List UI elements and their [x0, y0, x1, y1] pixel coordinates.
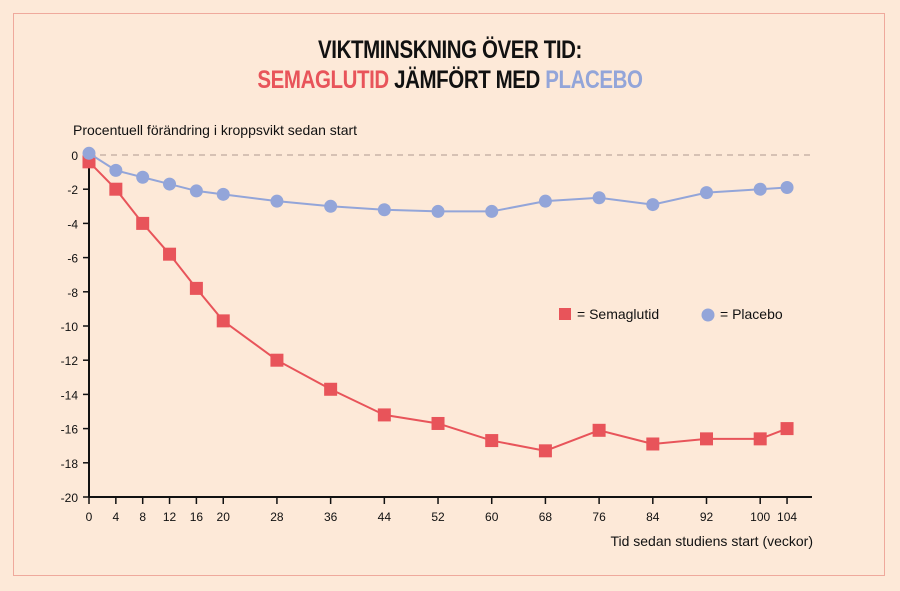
- legend: = Semaglutid = Placebo: [559, 306, 783, 322]
- x-tick-label: 100: [750, 510, 770, 524]
- semaglutid-point: [189, 281, 203, 295]
- y-tick-label: -6: [67, 252, 78, 266]
- placebo-point: [270, 194, 284, 208]
- x-tick-label: 8: [139, 510, 146, 524]
- legend-placebo-label: = Placebo: [720, 306, 783, 322]
- y-axis-label: Procentuell förändring i kroppsvikt seda…: [73, 122, 357, 138]
- semaglutid-point: [780, 422, 794, 436]
- y-tick-label: -16: [61, 423, 79, 437]
- x-tick-label: 68: [539, 510, 553, 524]
- x-tick-label: 28: [270, 510, 284, 524]
- placebo-point: [592, 191, 606, 205]
- placebo-point: [538, 194, 552, 208]
- x-tick-label: 52: [431, 510, 445, 524]
- x-tick-label: 76: [592, 510, 606, 524]
- y-tick-label: -2: [67, 183, 78, 197]
- semaglutid-point: [485, 434, 499, 448]
- placebo-point: [216, 187, 230, 201]
- placebo-point: [189, 184, 203, 198]
- semaglutid-point: [753, 432, 767, 446]
- chart-title-line2: SEMAGLUTID JÄMFÖRT MED PLACEBO: [81, 66, 819, 95]
- x-tick-label: 60: [485, 510, 499, 524]
- placebo-point: [646, 198, 660, 212]
- x-tick-label: 4: [113, 510, 120, 524]
- semaglutid-point: [377, 408, 391, 422]
- semaglutid-point: [109, 182, 123, 196]
- legend-placebo-marker: [701, 308, 715, 322]
- placebo-point: [485, 204, 499, 218]
- semaglutid-point: [216, 314, 230, 328]
- placebo-point: [82, 146, 96, 160]
- semaglutid-point: [136, 216, 150, 230]
- semaglutid-point: [270, 353, 284, 367]
- placebo-point: [780, 180, 794, 194]
- legend-semaglutid-label: = Semaglutid: [577, 306, 659, 322]
- x-tick-label: 16: [190, 510, 204, 524]
- x-axis-label: Tid sedan studiens start (veckor): [610, 533, 813, 549]
- placebo-point: [324, 199, 338, 213]
- placebo-point: [377, 203, 391, 217]
- placebo-point: [431, 204, 445, 218]
- y-tick-label: 0: [71, 149, 78, 163]
- placebo-point: [109, 163, 123, 177]
- y-tick-label: -8: [67, 286, 78, 300]
- semaglutid-point: [646, 437, 660, 451]
- placebo-point: [753, 182, 767, 196]
- placebo-line: [88, 152, 788, 213]
- y-tick-label: -10: [61, 320, 79, 334]
- placebo-point: [163, 177, 177, 191]
- title-comparison: JÄMFÖRT MED: [388, 66, 546, 94]
- semaglutid-point: [431, 416, 445, 430]
- semaglutid-point: [324, 382, 338, 396]
- legend-semaglutid-marker: [559, 308, 571, 320]
- y-tick-label: -20: [61, 491, 79, 505]
- x-tick-label: 36: [324, 510, 338, 524]
- y-tick-label: -18: [61, 457, 79, 471]
- y-tick-label: -4: [67, 217, 78, 231]
- x-tick-label: 12: [163, 510, 177, 524]
- title-semaglutid: SEMAGLUTID: [257, 66, 389, 94]
- placebo-point: [136, 170, 150, 184]
- placebo-point: [700, 186, 714, 200]
- x-tick-label: 104: [777, 510, 797, 524]
- semaglutid-point: [700, 432, 714, 446]
- semaglutid-point: [163, 247, 177, 261]
- x-tick-label: 20: [217, 510, 231, 524]
- title-placebo: PLACEBO: [545, 66, 643, 94]
- y-tick-label: -12: [61, 354, 79, 368]
- x-tick-label: 84: [646, 510, 660, 524]
- chart-frame: [13, 13, 885, 576]
- x-tick-label: 92: [700, 510, 714, 524]
- y-tick-label: -14: [61, 388, 79, 402]
- semaglutid-point: [538, 444, 552, 458]
- chart-title-line1: VIKTMINSKNING ÖVER TID:: [318, 36, 582, 64]
- semaglutid-point: [592, 423, 606, 437]
- x-tick-label: 44: [378, 510, 392, 524]
- x-tick-label: 0: [86, 510, 93, 524]
